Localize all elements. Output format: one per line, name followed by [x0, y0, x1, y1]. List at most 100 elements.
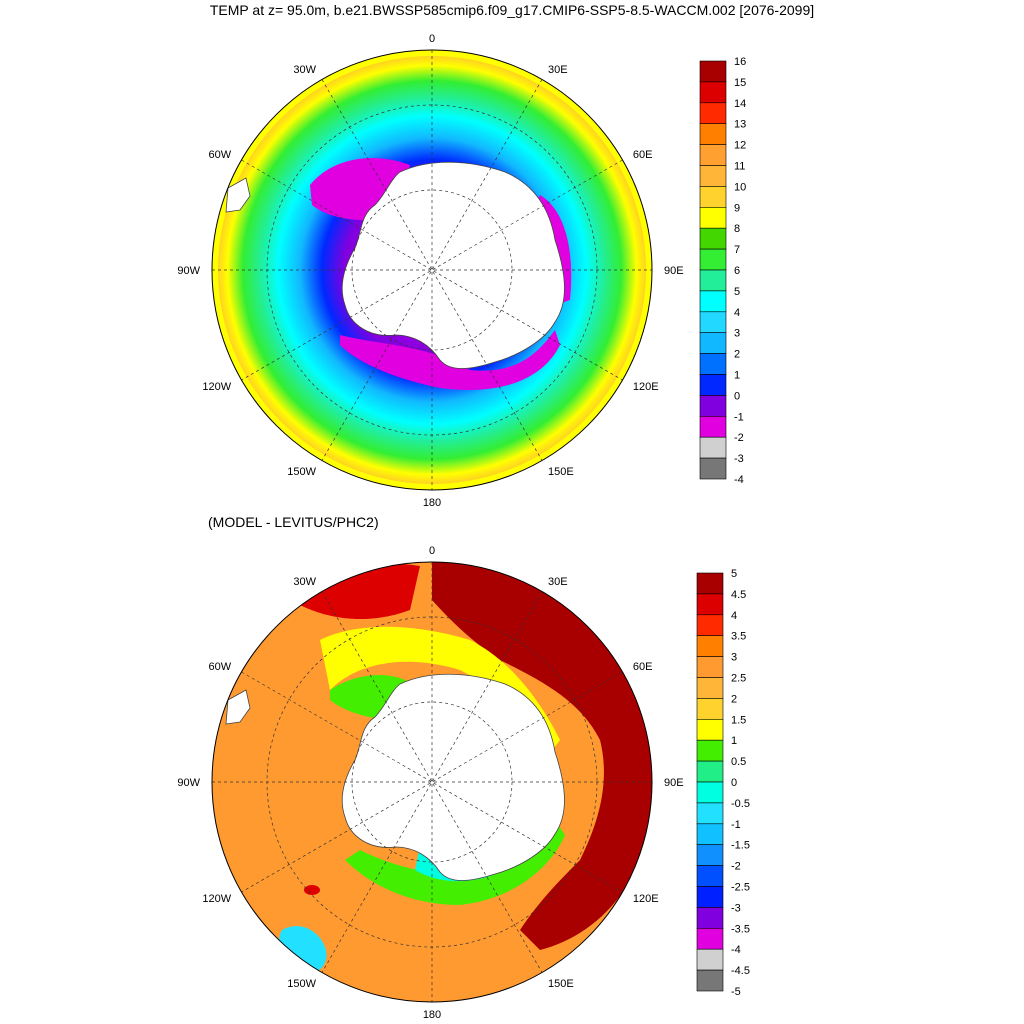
- colorbar-tick-label: -3: [731, 902, 741, 914]
- longitude-label: 60E: [633, 661, 653, 673]
- colorbar-tick-label: -1: [734, 411, 744, 423]
- colorbar-swatch: [696, 593, 724, 616]
- temperature-polar-map: 0 30E 60E 90E 120E 150E 180 150W 120W 90W 60W 30W: [177, 33, 683, 509]
- colorbar-swatch: [699, 374, 727, 396]
- colorbar-tick-label: 2: [731, 693, 737, 705]
- difference-map-title: (MODEL - LEVITUS/PHC2): [208, 514, 379, 530]
- longitude-label: 30W: [293, 64, 316, 76]
- colorbar-tick-label: 3: [731, 652, 737, 664]
- warm-anomaly-east: [432, 562, 652, 950]
- map-boundary: [211, 49, 653, 491]
- colorbar-swatch: [699, 457, 727, 480]
- colorbar-tick-label: 8: [734, 223, 740, 235]
- longitude-label: 90W: [177, 777, 200, 789]
- colorbar-swatch: [699, 144, 727, 166]
- longitude-label: 150E: [548, 466, 574, 478]
- colorbar-tick-label: -1.5: [731, 840, 750, 852]
- colorbar-tick-label: 11: [734, 161, 745, 173]
- longitude-label: 30W: [293, 576, 316, 588]
- colorbar-swatch: [696, 844, 724, 866]
- longitude-label: 30E: [548, 64, 568, 76]
- longitude-label: 60E: [633, 149, 653, 161]
- longitude-label: 60W: [208, 149, 231, 161]
- colorbar-swatch: [699, 269, 727, 292]
- longitude-label: 120W: [202, 381, 231, 393]
- colorbar-swatch: [696, 886, 724, 908]
- colorbar-swatch: [696, 760, 724, 783]
- colorbar-tick-label: 5: [731, 568, 737, 580]
- colorbar-tick-label: 2.5: [731, 673, 746, 685]
- colorbar-tick-label: 1: [734, 370, 740, 382]
- longitude-label: 0: [429, 545, 435, 557]
- colorbar-swatch: [696, 739, 724, 762]
- colorbar-swatch: [696, 802, 724, 825]
- colorbar-swatch: [699, 311, 727, 333]
- colorbar-swatch: [696, 718, 724, 741]
- colorbar-swatch: [696, 907, 724, 929]
- map-title: TEMP at z= 95.0m, b.e21.BWSSP585cmip6.f0…: [209, 2, 815, 18]
- longitude-labels: 0 30E 60E 90E 120E 150E 180 150W 120W 90W 60W 30W: [177, 33, 683, 509]
- colorbar-tick-label: 1: [731, 735, 737, 747]
- colorbar-swatch: [696, 677, 724, 699]
- ross-anomaly-green: [345, 820, 565, 905]
- colorbar-swatch: [696, 614, 724, 636]
- colorbar-tick-label: 4.5: [731, 589, 746, 601]
- colorbar-swatch: [696, 865, 724, 887]
- longitude-label: 90W: [177, 265, 200, 277]
- colorbar-swatch: [696, 948, 724, 971]
- longitude-label: 150W: [287, 978, 316, 990]
- colorbar-swatch: [696, 635, 724, 657]
- colorbar-swatch: [699, 186, 727, 208]
- longitude-label: 150W: [287, 466, 316, 478]
- colorbar-tick-label: 10: [734, 181, 746, 193]
- colorbar-swatch: [696, 698, 724, 720]
- colorbar-tick-label: 16: [734, 56, 746, 68]
- colorbar-tick-label: 0: [731, 777, 737, 789]
- neutral-anomaly-ring: [320, 626, 560, 760]
- longitude-labels: 0 30E 60E 90E 120E 150E 180 150W 120W 90W 60W 30W: [177, 545, 683, 1021]
- longitude-label: 0: [429, 33, 435, 45]
- colorbar-tick-label: -2: [731, 861, 741, 873]
- longitude-label: 30E: [548, 576, 568, 588]
- colorbar-tick-label: 1.5: [731, 714, 746, 726]
- longitude-label: 180: [423, 497, 441, 509]
- longitude-label: 90E: [664, 265, 684, 277]
- colorbar-swatch: [696, 969, 724, 992]
- graticule: [212, 562, 652, 1002]
- colorbar-swatch: [696, 656, 724, 678]
- colorbar-tick-label: 13: [734, 119, 746, 131]
- longitude-label: 120W: [202, 893, 231, 905]
- colorbar-tick-label: -4: [734, 474, 744, 486]
- colorbar-tick-label: -2.5: [731, 882, 750, 894]
- longitude-label: 90E: [664, 777, 684, 789]
- colorbar-swatch: [699, 60, 727, 83]
- warm-anomaly-north: [300, 562, 420, 619]
- colorbar-tick-label: -5: [731, 986, 741, 998]
- colorbar-tick-label: 15: [734, 77, 746, 89]
- colorbar-tick-label: 3.5: [731, 631, 746, 643]
- colorbar-tick-label: -0.5: [731, 798, 750, 810]
- south-america-landmass: [225, 177, 251, 213]
- colorbar-swatch: [699, 165, 727, 187]
- colorbar-tick-label: -4: [731, 944, 741, 956]
- longitude-label: 120E: [633, 381, 659, 393]
- colorbar-tick-label: 5: [734, 286, 740, 298]
- colorbar-tick-label: -2: [734, 432, 744, 444]
- colorbar-swatch: [699, 290, 727, 313]
- colorbar-swatch: [696, 927, 724, 950]
- longitude-label: 180: [423, 1009, 441, 1021]
- colorbar-swatch: [699, 436, 727, 459]
- longitude-label: 120E: [633, 893, 659, 905]
- colorbar-tick-label: 0: [734, 390, 740, 402]
- colorbar-swatch: [699, 415, 727, 438]
- colorbar-swatch: [699, 332, 727, 354]
- colorbar-swatch: [699, 395, 727, 417]
- colorbar-tick-label: -1: [731, 819, 741, 831]
- difference-colorbar: 5 4.5 4 3.5 3 2.5 2 1.5 1 0.5 0 -0.5 -1 -1.5 -2 -2.5 -3 -…: [696, 568, 750, 998]
- colorbar-swatch: [699, 81, 727, 104]
- colorbar-swatch: [699, 123, 727, 145]
- colorbar-tick-label: -3: [734, 453, 744, 465]
- colorbar-swatch: [699, 353, 727, 375]
